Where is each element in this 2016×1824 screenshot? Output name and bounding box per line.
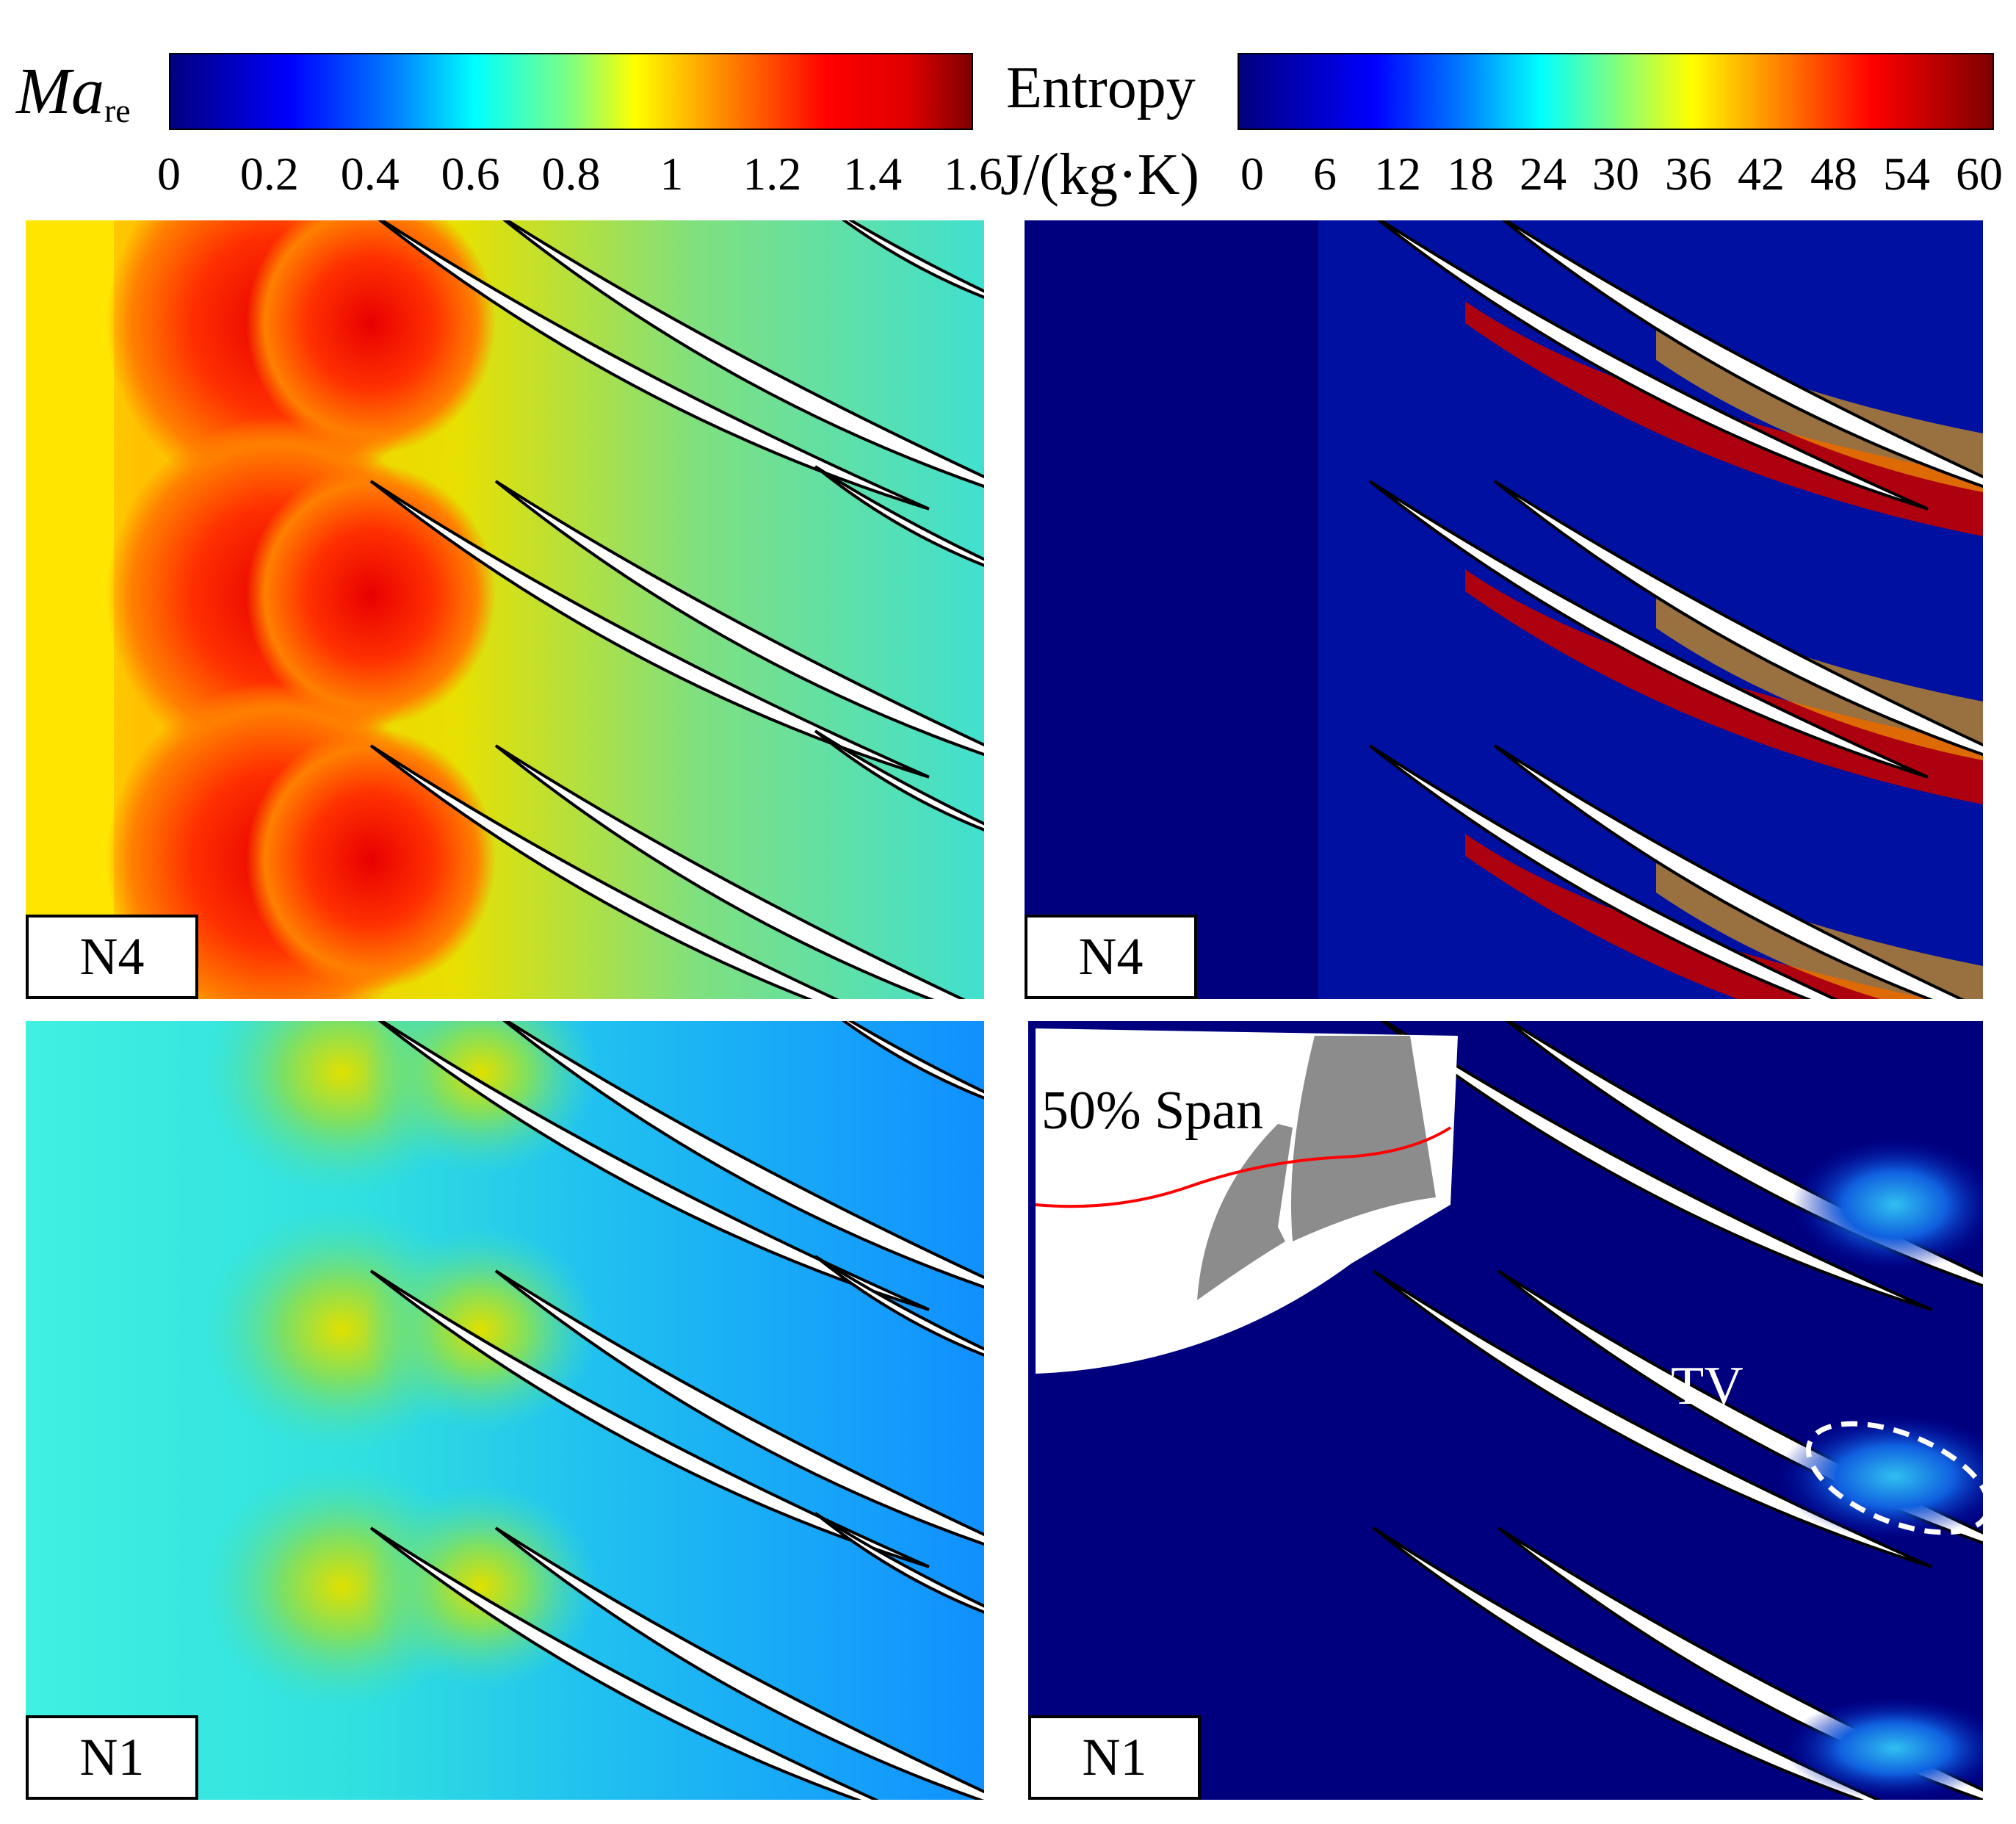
blade-profile [494,480,984,757]
mach-tick-7: 1.4 [843,148,903,200]
blade-profile [1372,1526,1882,1800]
blade-profile [814,1255,984,1357]
mach-tick-8: 1.6 [944,148,1002,200]
mach-tick-2: 0.4 [340,148,400,200]
blade-profile [377,1021,930,1311]
inset-stator-blade [1197,1124,1293,1300]
blade-profile [369,480,930,779]
blade-profile [369,1269,930,1568]
entropy-colorbar-title: Entropy [1006,56,1196,120]
mach-title-main: Ma [16,55,104,128]
tv-label: TV [1671,1356,1744,1416]
blade-profile [494,744,966,999]
blade-profile [814,729,984,832]
blade-profile [1368,744,1838,999]
blade-profile [1372,1269,1932,1568]
panel-tag-n4-entropy: N4 [1025,915,1197,999]
blade-profile [502,220,984,489]
blade-profile [842,220,984,299]
mach-tick-1: 0.2 [239,148,299,200]
inset-span-line [1035,1126,1452,1208]
entropy-contour-panel-n4: N4 [1025,220,1983,999]
blade-profile [1368,480,1929,779]
mach-contour-panel-n1: N1 [26,1021,984,1800]
mach-contour-panel-n4: N4 [26,220,984,999]
entropy-colorbar [1238,53,1994,130]
entropy-tick-7: 42 [1738,148,1785,200]
mach-colorbar-title: Mare [16,59,131,128]
entropy-tick-1: 6 [1313,148,1337,200]
inset-rotor-blade [1291,1036,1436,1241]
blade-profile [1493,480,1983,757]
blade-profile [1501,220,1983,489]
blade-profile [1380,1021,1932,1311]
blade-profile [369,1526,879,1800]
panel-tag-n4: N4 [26,915,198,999]
entropy-tick-6: 36 [1665,148,1712,200]
mach-tick-6: 1.2 [743,148,802,200]
entropy-tick-3: 18 [1447,148,1494,200]
entropy-colorbar-unit: J/(kg·K) [1000,143,1200,207]
entropy-tick-9: 54 [1883,148,1930,200]
mach-tick-3: 0.6 [441,148,500,200]
entropy-tick-5: 30 [1592,148,1639,200]
entropy-tick-0: 0 [1240,148,1264,200]
mach-tick-0: 0 [157,148,181,200]
mach-tick-4: 0.8 [541,148,601,200]
mach-title-sub: re [104,92,131,129]
inset-span-label: 50% Span [1041,1081,1264,1141]
blade-profile [502,1021,984,1289]
mach-colorbar-ticks: 0 0.2 0.4 0.6 0.8 1 1.2 1.4 1.6 [157,147,1002,206]
blade-profile [1376,220,1929,511]
blade-profile [369,744,839,999]
blade-profile [814,1512,984,1614]
blade-profile [1493,744,1965,999]
mach-colorbar [169,53,973,130]
blade-profile [377,220,930,511]
blade-profile [494,1269,984,1546]
entropy-colorbar-ticks: 0 6 12 18 24 30 36 42 48 54 60 [1240,147,2003,206]
entropy-tick-8: 48 [1810,148,1857,200]
span-inset [1035,1028,1458,1374]
blade-profile [494,1526,984,1800]
panel-tag-n1: N1 [26,1715,198,1800]
entropy-contour-panel-n1: 50% Span TV N1 [1028,1021,1983,1800]
blade-profile [814,465,984,567]
panel-tag-n1-entropy: N1 [1028,1715,1201,1800]
entropy-tick-10: 60 [1956,148,2003,200]
blade-profile [842,1021,984,1100]
entropy-tick-4: 24 [1520,148,1567,200]
tv-dashed-outline [1805,1421,1983,1535]
entropy-tick-2: 12 [1374,148,1421,200]
mach-tick-5: 1 [660,148,684,200]
